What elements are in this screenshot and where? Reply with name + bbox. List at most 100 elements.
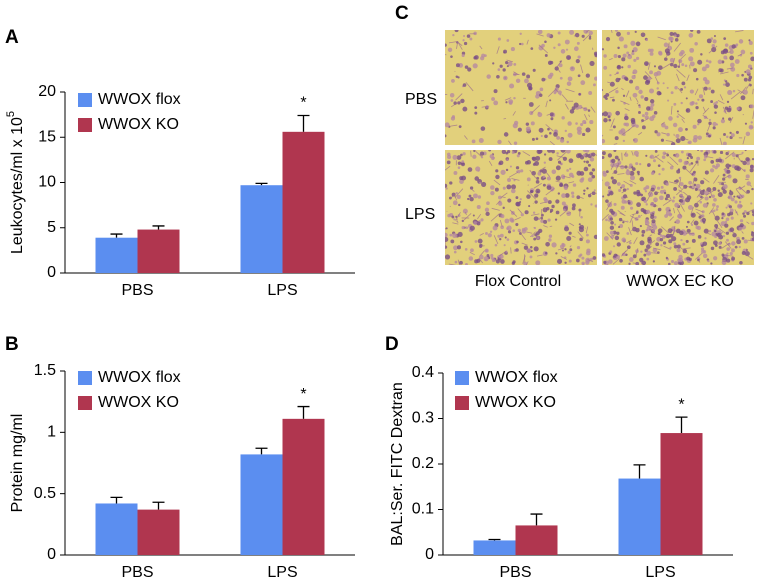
tissue-dot (445, 122, 450, 127)
tissue-dot (722, 254, 725, 257)
tissue-dot (465, 248, 468, 251)
tissue-dot (632, 167, 636, 171)
y-tick-label: 1 (47, 424, 56, 441)
tissue-dot (577, 126, 582, 131)
tissue-dot (458, 161, 462, 165)
tissue-dot (726, 217, 730, 221)
tissue-dot (695, 106, 698, 109)
tissue-dot (503, 187, 506, 190)
tissue-dot (569, 173, 574, 178)
tissue-dot (548, 200, 552, 204)
tissue-dot (713, 256, 717, 260)
tissue-dot (730, 208, 734, 212)
tissue-dot (624, 44, 628, 48)
tissue-dot (631, 52, 634, 55)
tissue-dot (666, 133, 669, 136)
tissue-dot (728, 151, 730, 153)
tissue-dot (723, 84, 725, 86)
tissue-dot (549, 99, 551, 101)
tissue-dot (556, 165, 561, 170)
tissue-dot (452, 34, 454, 36)
tissue-dot (750, 52, 753, 55)
tissue-dot (665, 126, 669, 130)
tissue-dot (710, 160, 714, 164)
tissue-dot (709, 119, 711, 121)
tissue-dot (712, 165, 715, 168)
tissue-dot (581, 262, 584, 265)
tissue-dot (687, 229, 691, 233)
tissue-dot (673, 242, 676, 245)
tissue-dot (726, 232, 729, 235)
tissue-dot (647, 163, 651, 167)
error-bar (298, 116, 310, 132)
tissue-dot (503, 76, 508, 81)
tissue-dot (697, 123, 699, 125)
tissue-dot (680, 239, 682, 241)
tissue-dot (664, 57, 668, 61)
tissue-dot (446, 187, 448, 189)
tissue-dot (617, 242, 621, 246)
tissue-dot (467, 34, 471, 38)
tissue-dot (452, 233, 457, 238)
tissue-dot (527, 83, 532, 88)
tissue-dot (510, 166, 512, 168)
tissue-dot (627, 245, 631, 249)
tissue-dot (726, 247, 730, 251)
tissue-dot (610, 221, 614, 225)
tissue-dot (671, 260, 674, 263)
y-axis-label-text: Leukocytes/ml x 10 (9, 117, 26, 254)
tissue-dot (500, 234, 504, 238)
tissue-dot (643, 187, 646, 190)
legend-label: WWOX flox (98, 91, 181, 108)
tissue-dot (540, 88, 544, 92)
tissue-dot (742, 237, 745, 240)
tissue-dot (658, 208, 662, 212)
tissue-dot (605, 218, 608, 221)
tissue-dot (576, 259, 580, 263)
tissue-dot (585, 148, 590, 153)
tissue-dot (547, 128, 550, 131)
tissue-dot (722, 212, 725, 215)
tissue-dot (561, 193, 566, 198)
tissue-dot (727, 90, 732, 95)
tissue-dot (608, 153, 612, 157)
tissue-dot (673, 123, 677, 127)
tissue-dot (490, 231, 492, 233)
tissue-dot (636, 192, 640, 196)
tissue-dot (601, 139, 606, 144)
tissue-dot (534, 233, 537, 236)
tissue-dot (751, 188, 753, 190)
tissue-dot (522, 72, 526, 76)
tissue-dot (564, 226, 569, 231)
tissue-dot (505, 236, 507, 238)
tissue-dot (722, 117, 724, 119)
tissue-dot (646, 106, 650, 110)
tissue-dot (688, 163, 691, 166)
tissue-dot (447, 155, 451, 159)
tissue-dot (624, 116, 629, 121)
tissue-dot (500, 170, 505, 175)
tissue-dot (686, 109, 688, 111)
tissue-image (594, 149, 756, 272)
tissue-dot (451, 79, 455, 83)
tissue-dot (492, 62, 494, 64)
tissue-dot (511, 189, 516, 194)
legend-swatch (455, 396, 469, 410)
tissue-dot (617, 47, 619, 49)
tissue-dot (493, 101, 498, 106)
tissue-dot (581, 177, 584, 180)
tissue-dot (677, 110, 679, 112)
bar (619, 479, 661, 555)
tissue-dot (613, 149, 616, 152)
tissue-dot (536, 177, 539, 180)
y-tick-label: 0.1 (412, 501, 434, 518)
tissue-dot (645, 112, 649, 116)
tissue-dot (499, 238, 501, 240)
y-tick-label: 5 (47, 219, 56, 236)
tissue-dot (551, 205, 554, 208)
tissue-dot (505, 152, 508, 155)
tissue-dot (688, 181, 692, 185)
tissue-dot (591, 175, 595, 179)
tissue-dot (616, 32, 621, 37)
tissue-dot (575, 122, 578, 125)
